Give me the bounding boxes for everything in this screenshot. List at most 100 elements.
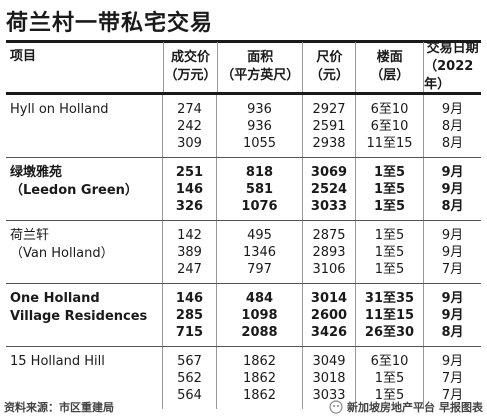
- transactions-table: 项目 成交价 （万元） 面积 （平方英尺） 尺价 （元） 楼面 （层） 交易日期…: [6, 41, 481, 409]
- table-cell: 8月: [441, 119, 464, 134]
- table-cell: 564: [177, 388, 202, 403]
- project-name-line: Hyll on Holland: [10, 102, 109, 117]
- source-note: 资料来源：市区重建局: [4, 401, 114, 414]
- table-cell: 242: [177, 119, 202, 134]
- table-cell: 495: [247, 228, 272, 243]
- table-cell: 9月: [441, 245, 464, 260]
- column-date: 9月 9月 8月: [423, 158, 481, 220]
- table-cell: 9月: [441, 228, 464, 243]
- footer: 资料来源：市区重建局 新加坡房地产平台 早报图表: [4, 398, 483, 416]
- table-cell: 1346: [242, 245, 277, 260]
- table-cell: 2600: [310, 308, 348, 323]
- table-cell: 3018: [312, 371, 346, 386]
- table-cell: 251: [175, 165, 204, 180]
- table-cell: 1862: [242, 354, 277, 369]
- table-cell: 567: [177, 354, 202, 369]
- column-psf: 3014 2600 3426: [302, 284, 355, 346]
- table-cell: 1至5: [373, 182, 406, 197]
- table-row-group: One Holland Village Residences 146 285 715 48…: [6, 284, 481, 347]
- table-cell: 3069: [310, 165, 348, 180]
- column-area: 818 581 1076: [216, 158, 302, 220]
- table-cell: 1076: [241, 199, 278, 214]
- table-cell: 3426: [310, 325, 348, 340]
- table-cell: 6至10: [370, 354, 409, 369]
- table-cell: 1至5: [374, 228, 405, 243]
- table-cell: 7月: [441, 388, 464, 403]
- column-psf: 2875 2893 3106: [302, 221, 355, 283]
- column-date: 9月 7月 7月: [423, 347, 481, 409]
- column-date: 9月 9月 7月: [423, 221, 481, 283]
- project-name-line: Village Residences: [10, 309, 148, 324]
- table-header: 项目 成交价 （万元） 面积 （平方英尺） 尺价 （元） 楼面 （层） 交易日期…: [6, 41, 481, 95]
- table-row-group: 绿墩雅苑 （Leedon Green） 251 146 326 818 581 1076 306…: [6, 158, 481, 221]
- table-cell: 797: [247, 262, 272, 277]
- table-cell: 2875: [312, 228, 346, 243]
- table-cell: 715: [175, 325, 204, 340]
- table-cell: 9月: [441, 291, 464, 306]
- table-cell: 3033: [310, 199, 348, 214]
- table-cell: 9月: [441, 102, 464, 117]
- wechat-icon: [329, 400, 343, 414]
- header-floor: 楼面 （层）: [355, 42, 423, 92]
- table-body: Hyll on Holland 274 242 309 936 936 1055 2927 25…: [6, 95, 481, 409]
- chart-credit: 早报图表: [439, 401, 483, 414]
- column-price: 251 146 326: [162, 158, 216, 220]
- table-cell: 936: [247, 119, 272, 134]
- table-cell: 8月: [441, 325, 464, 340]
- table-cell: 11至15: [364, 308, 415, 323]
- table-cell: 2927: [312, 102, 346, 117]
- table-cell: 8月: [441, 199, 464, 214]
- table-cell: 6至10: [370, 119, 409, 134]
- table-title: 荷兰村一带私宅交易: [6, 2, 481, 43]
- column-psf: 3069 2524 3033: [302, 158, 355, 220]
- column-psf: 2927 2591 2938: [302, 95, 355, 157]
- column-date: 9月 8月 8月: [423, 95, 481, 157]
- table-cell: 562: [177, 371, 202, 386]
- table-cell: 2591: [312, 119, 346, 134]
- table-cell: 247: [177, 262, 202, 277]
- project-name-line: 荷兰轩: [10, 228, 50, 243]
- table-cell: 1098: [241, 308, 278, 323]
- table-cell: 6至10: [370, 102, 409, 117]
- column-area: 936 936 1055: [216, 95, 302, 157]
- table-cell: 2893: [312, 245, 346, 260]
- column-area: 484 1098 2088: [216, 284, 302, 346]
- watermark-text: 新加坡房地产平台: [347, 401, 435, 414]
- table-cell: 1至5: [374, 388, 405, 403]
- column-price: 567 562 564: [162, 347, 216, 409]
- table-cell: 1至5: [373, 165, 406, 180]
- column-floor: 6至10 1至5 1至5: [355, 347, 423, 409]
- table-cell: 3049: [312, 354, 346, 369]
- column-floor: 31至35 11至15 26至30: [355, 284, 423, 346]
- table-cell: 26至30: [364, 325, 415, 340]
- table-cell: 1至5: [374, 262, 405, 277]
- project-name: 15 Holland Hill: [6, 347, 162, 409]
- table-cell: 146: [175, 182, 204, 197]
- column-floor: 1至5 1至5 1至5: [355, 158, 423, 220]
- column-price: 146 285 715: [162, 284, 216, 346]
- header-price: 成交价 （万元）: [163, 42, 217, 92]
- table-cell: 9月: [441, 165, 464, 180]
- header-area: 面积 （平方英尺）: [217, 42, 302, 92]
- table-cell: 1862: [242, 388, 277, 403]
- table-cell: 9月: [441, 308, 464, 323]
- table-cell: 9月: [441, 182, 464, 197]
- header-project: 项目: [10, 49, 37, 64]
- table-cell: 309: [177, 136, 202, 151]
- table-cell: 1至5: [374, 245, 405, 260]
- column-floor: 1至5 1至5 1至5: [355, 221, 423, 283]
- column-floor: 6至10 6至10 11至15: [355, 95, 423, 157]
- column-psf: 3049 3018 3033: [302, 347, 355, 409]
- column-price: 142 389 247: [162, 221, 216, 283]
- table-cell: 936: [247, 102, 272, 117]
- table-cell: 7月: [441, 262, 464, 277]
- table-cell: 3033: [312, 388, 346, 403]
- table-cell: 484: [245, 291, 274, 306]
- column-area: 495 1346 797: [216, 221, 302, 283]
- project-name: One Holland Village Residences: [6, 284, 162, 346]
- table-cell: 3014: [310, 291, 348, 306]
- column-area: 1862 1862 1862: [216, 347, 302, 409]
- table-row-group: Hyll on Holland 274 242 309 936 936 1055 2927 25…: [6, 95, 481, 158]
- table-cell: 146: [175, 291, 204, 306]
- table-cell: 274: [177, 102, 202, 117]
